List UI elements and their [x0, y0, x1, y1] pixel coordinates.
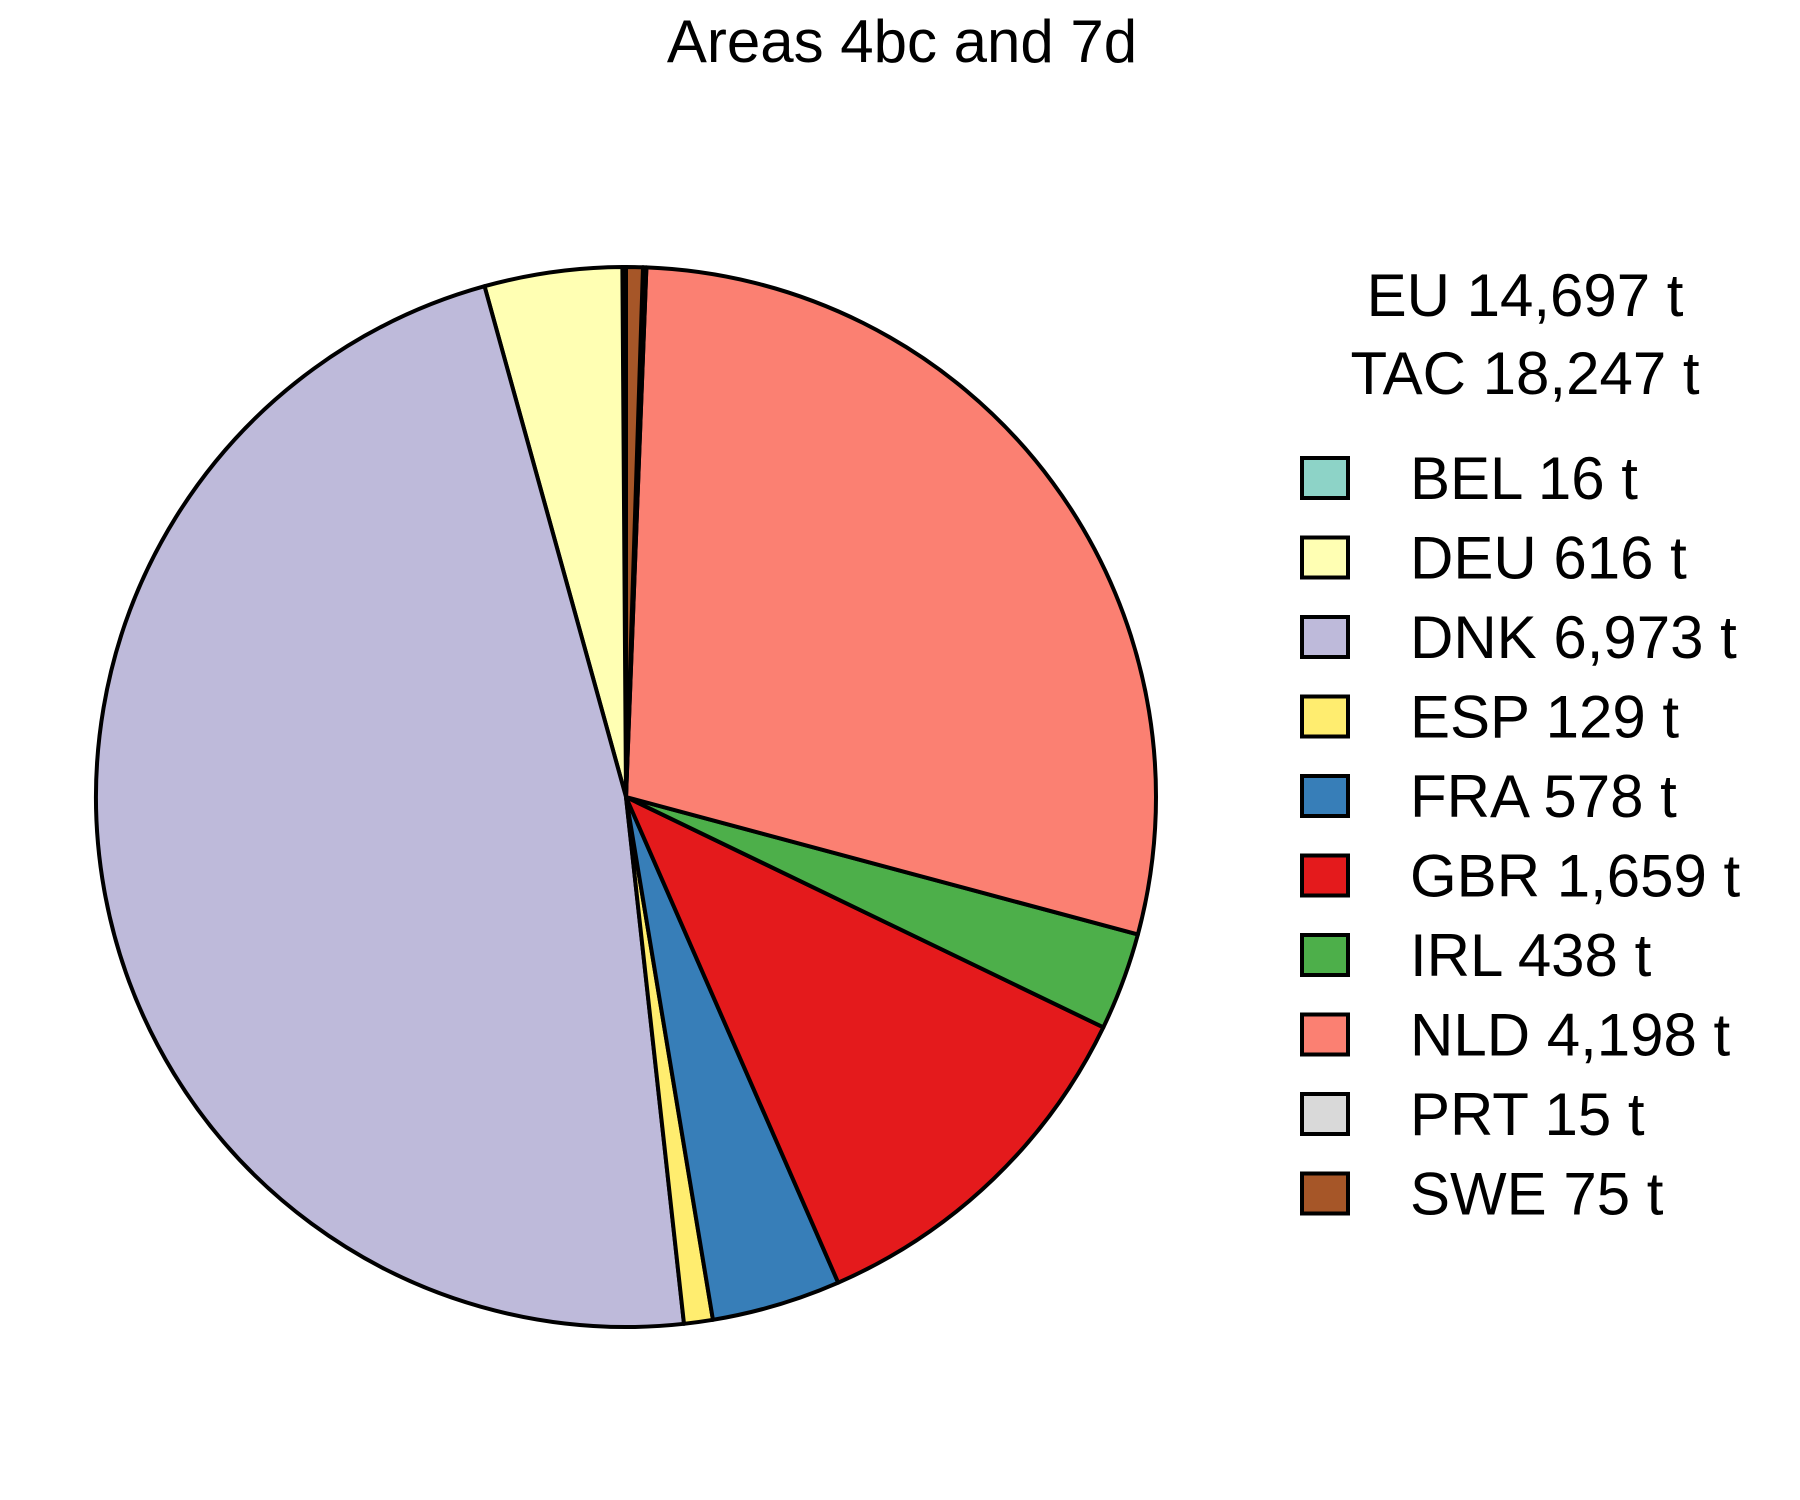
legend-label-dnk: DNK 6,973 t: [1410, 604, 1737, 671]
legend-label-bel: BEL 16 t: [1410, 445, 1638, 512]
legend-label-deu: DEU 616 t: [1410, 525, 1687, 592]
summary-tac: TAC 18,247 t: [1350, 340, 1699, 407]
legend-swatch-fra: [1300, 774, 1350, 818]
pie-slices: [93, 264, 1158, 1330]
chart-title: Areas 4bc and 7d: [667, 8, 1137, 75]
legend: EU 14,697 t TAC 18,247 t BEL 16 t DEU 616…: [1300, 262, 1741, 1228]
legend-swatch-nld: [1300, 1012, 1350, 1057]
legend-label-swe: SWE 75 t: [1410, 1161, 1664, 1228]
legend-swatch-gbr: [1300, 853, 1350, 898]
legend-swatch-irl: [1300, 933, 1350, 977]
legend-swatch-bel: [1300, 456, 1350, 500]
pie-slice-gbr: [624, 795, 1106, 1285]
legend-label-nld: NLD 4,198 t: [1410, 1002, 1731, 1069]
legend-swatch-prt: [1300, 1092, 1350, 1136]
pie-slice-nld: [624, 265, 1158, 937]
legend-items: BEL 16 t DEU 616 t DNK 6,973 t ESP 129 t FRA…: [1300, 445, 1741, 1228]
legend-swatch-swe: [1300, 1171, 1350, 1216]
pie-slice-dnk: [93, 284, 687, 1330]
legend-label-irl: IRL 438 t: [1410, 922, 1652, 989]
legend-swatch-esp: [1300, 694, 1350, 739]
legend-label-gbr: GBR 1,659 t: [1410, 843, 1741, 910]
legend-label-esp: ESP 129 t: [1410, 684, 1679, 751]
pie-slice-swe: [624, 264, 645, 799]
legend-swatch-deu: [1300, 535, 1350, 580]
summary-eu: EU 14,697 t: [1367, 262, 1684, 329]
legend-label-prt: PRT 15 t: [1410, 1081, 1645, 1148]
legend-swatch-dnk: [1300, 615, 1350, 659]
legend-label-fra: FRA 578 t: [1410, 763, 1677, 830]
